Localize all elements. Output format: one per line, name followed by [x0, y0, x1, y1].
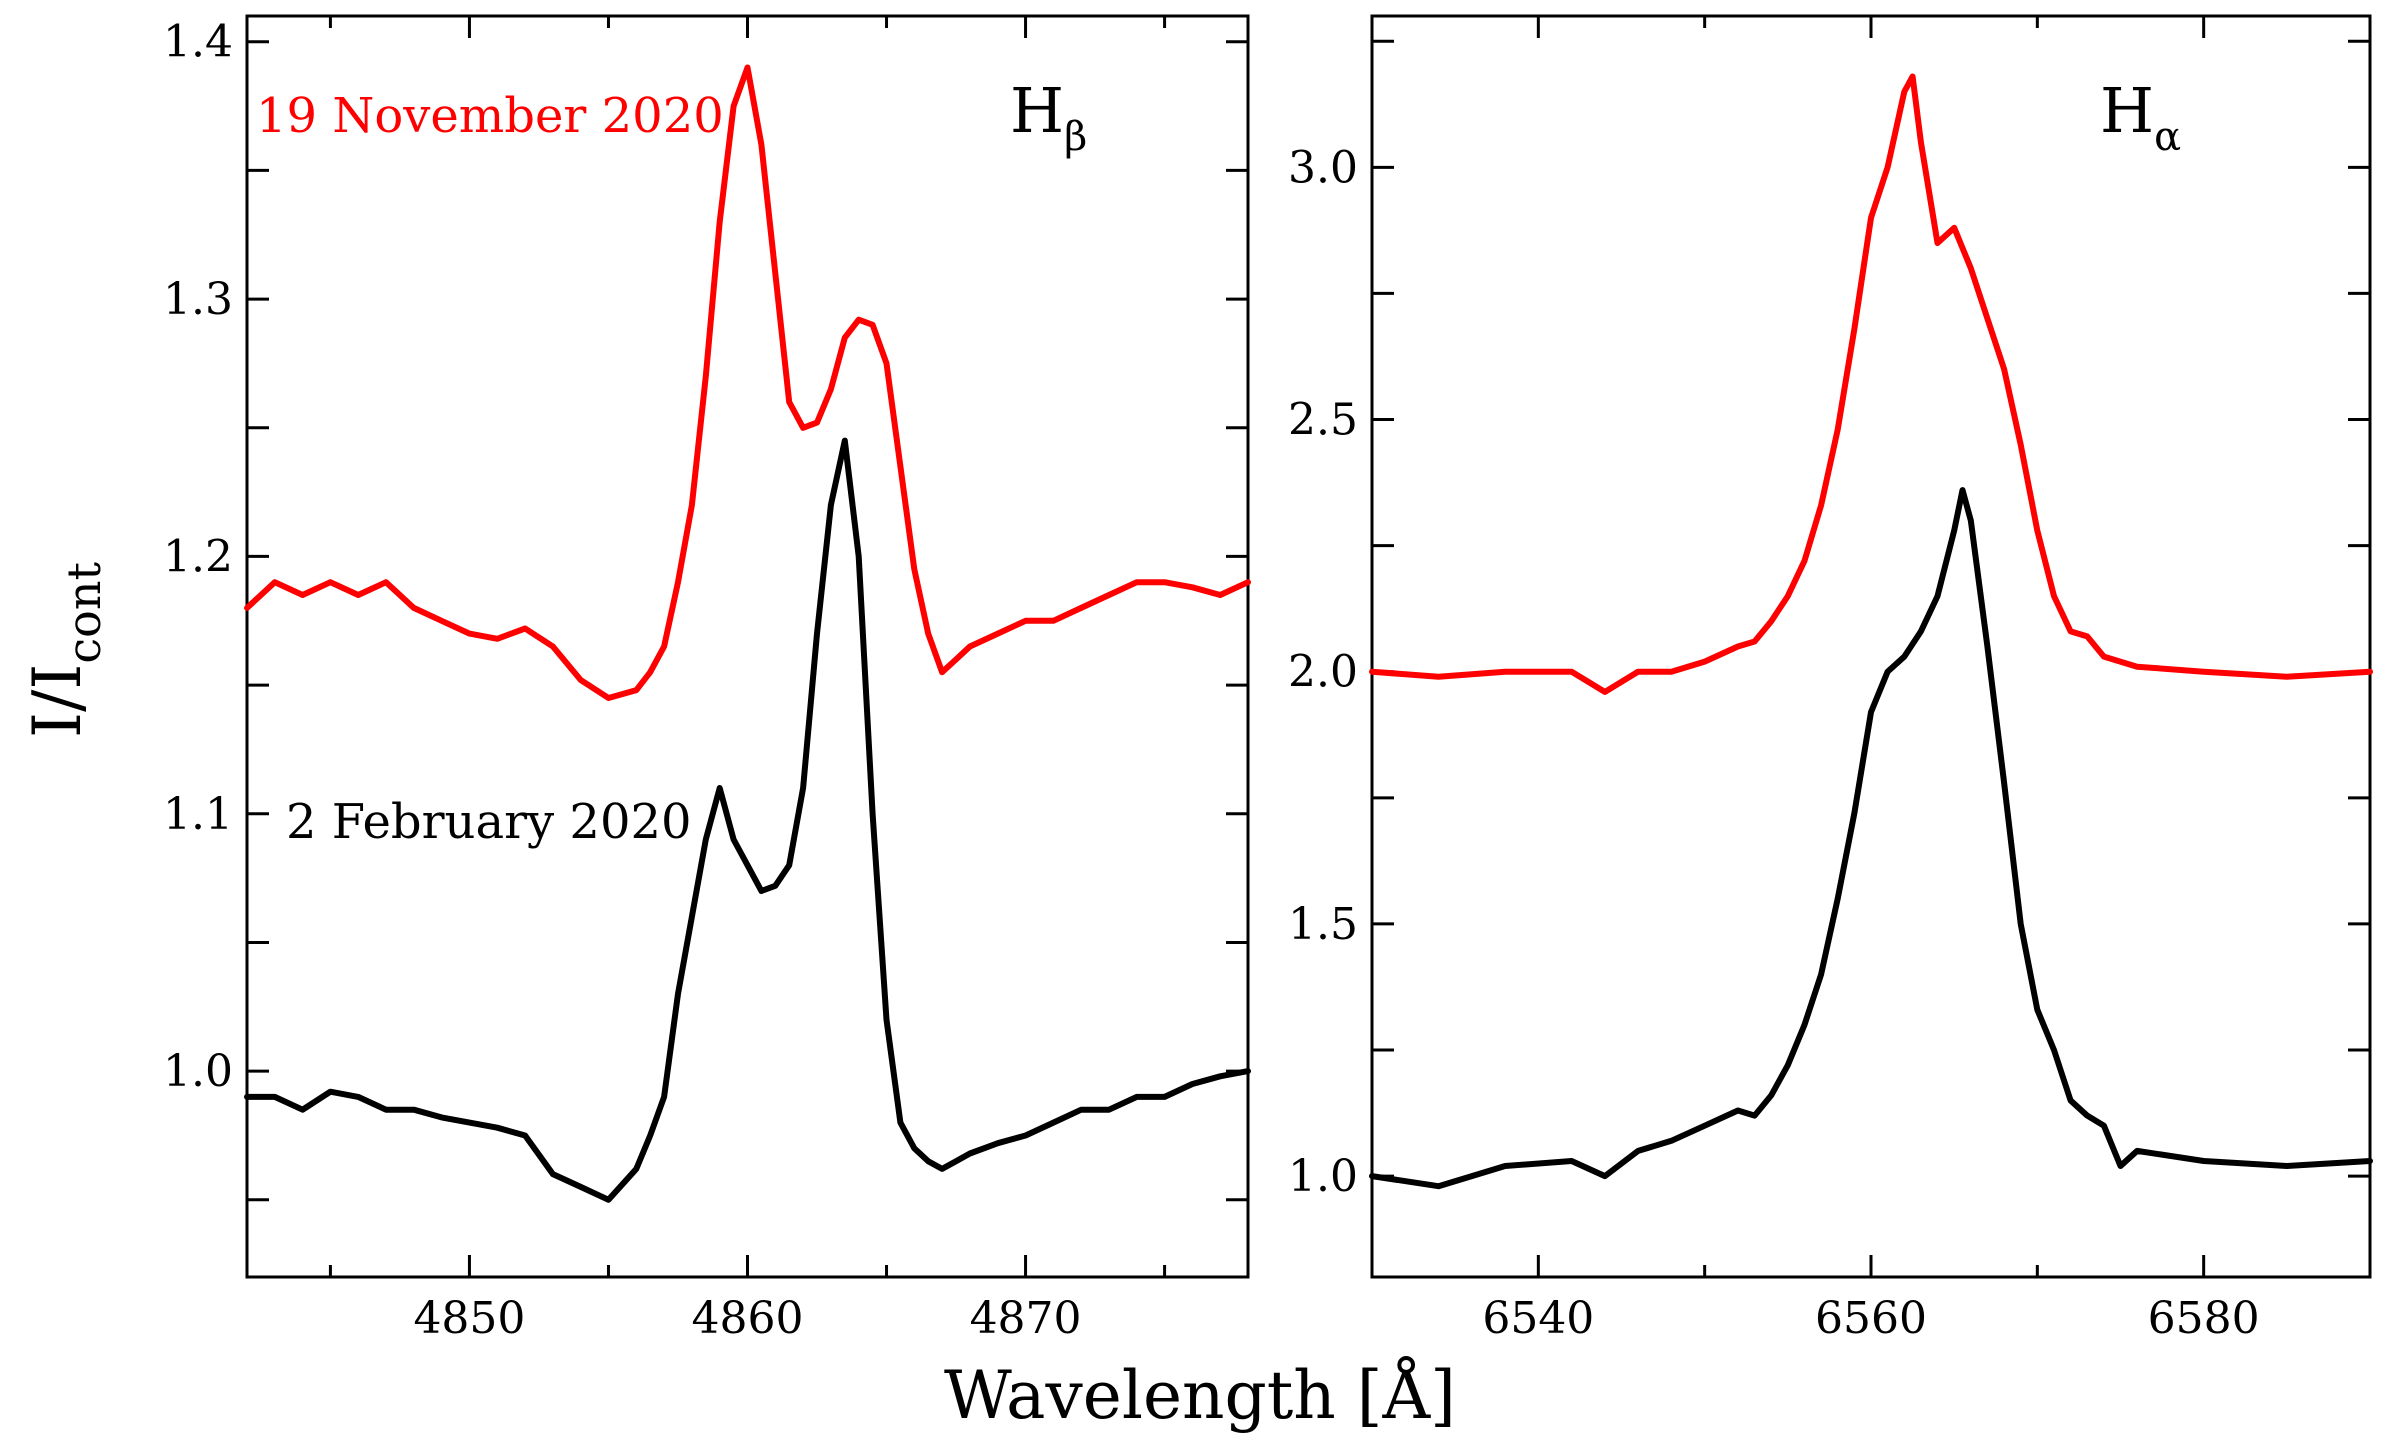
- h-beta-series: [244, 64, 1251, 1203]
- h-alpha-ticks: 6540 6560 6580 1.0 1.5 2.0 2.5 3.0: [1288, 16, 2370, 1344]
- h-alpha-y-tick-label: 1.5: [1288, 899, 1358, 950]
- h-beta-y-tick-label: 1.3: [163, 274, 233, 325]
- red-series-label: 19 November 2020: [256, 88, 724, 144]
- h-alpha-plot-frame: [1370, 14, 2372, 1279]
- h-alpha-y-tick-label: 2.0: [1288, 647, 1358, 698]
- h-beta-series-feb-2020: [244, 437, 1251, 1203]
- h-alpha-panel: 6540 6560 6580 1.0 1.5 2.0 2.5 3.0 Hα: [1288, 14, 2373, 1344]
- svg-text:I/Icont: I/Icont: [19, 562, 111, 738]
- h-beta-x-tick-label: 4860: [692, 1293, 804, 1344]
- h-alpha-series-nov-2020: [1369, 73, 2373, 695]
- h-beta-y-tick-label: 1.2: [163, 531, 233, 582]
- h-beta-x-tick-label: 4850: [413, 1293, 525, 1344]
- h-alpha-series: [1369, 73, 2373, 1190]
- h-beta-x-tick-label: 4870: [970, 1293, 1082, 1344]
- y-axis-title: I/Icont: [19, 562, 111, 738]
- h-alpha-y-tick-label: 2.5: [1288, 395, 1358, 446]
- h-beta-ticks: 4850 4860 4870 1.0 1.1 1.2 1.3 1.4: [163, 16, 1248, 1344]
- h-alpha-x-tick-label: 6540: [1482, 1293, 1594, 1344]
- h-beta-title: Hβ: [1010, 74, 1087, 160]
- h-beta-y-tick-label: 1.0: [163, 1046, 233, 1097]
- h-beta-y-tick-label: 1.1: [163, 789, 233, 840]
- h-alpha-y-tick-label: 3.0: [1288, 142, 1358, 193]
- h-alpha-x-tick-label: 6580: [2148, 1293, 2260, 1344]
- h-beta-plot-frame: [245, 14, 1250, 1279]
- h-alpha-y-tick-label: 1.0: [1288, 1151, 1358, 1202]
- h-beta-panel: 4850 4860 4870 1.0 1.1 1.2 1.3 1.4 Hβ 19 Novemb…: [163, 14, 1251, 1344]
- h-alpha-title: Hα: [2100, 74, 2181, 160]
- h-beta-y-tick-label: 1.4: [163, 17, 233, 68]
- x-axis-title: Wavelength [Å]: [944, 1357, 1456, 1434]
- h-alpha-series-feb-2020: [1369, 487, 2373, 1190]
- h-beta-series-nov-2020: [244, 64, 1251, 701]
- black-series-label: 2 February 2020: [286, 794, 692, 850]
- h-alpha-x-tick-label: 6560: [1815, 1293, 1927, 1344]
